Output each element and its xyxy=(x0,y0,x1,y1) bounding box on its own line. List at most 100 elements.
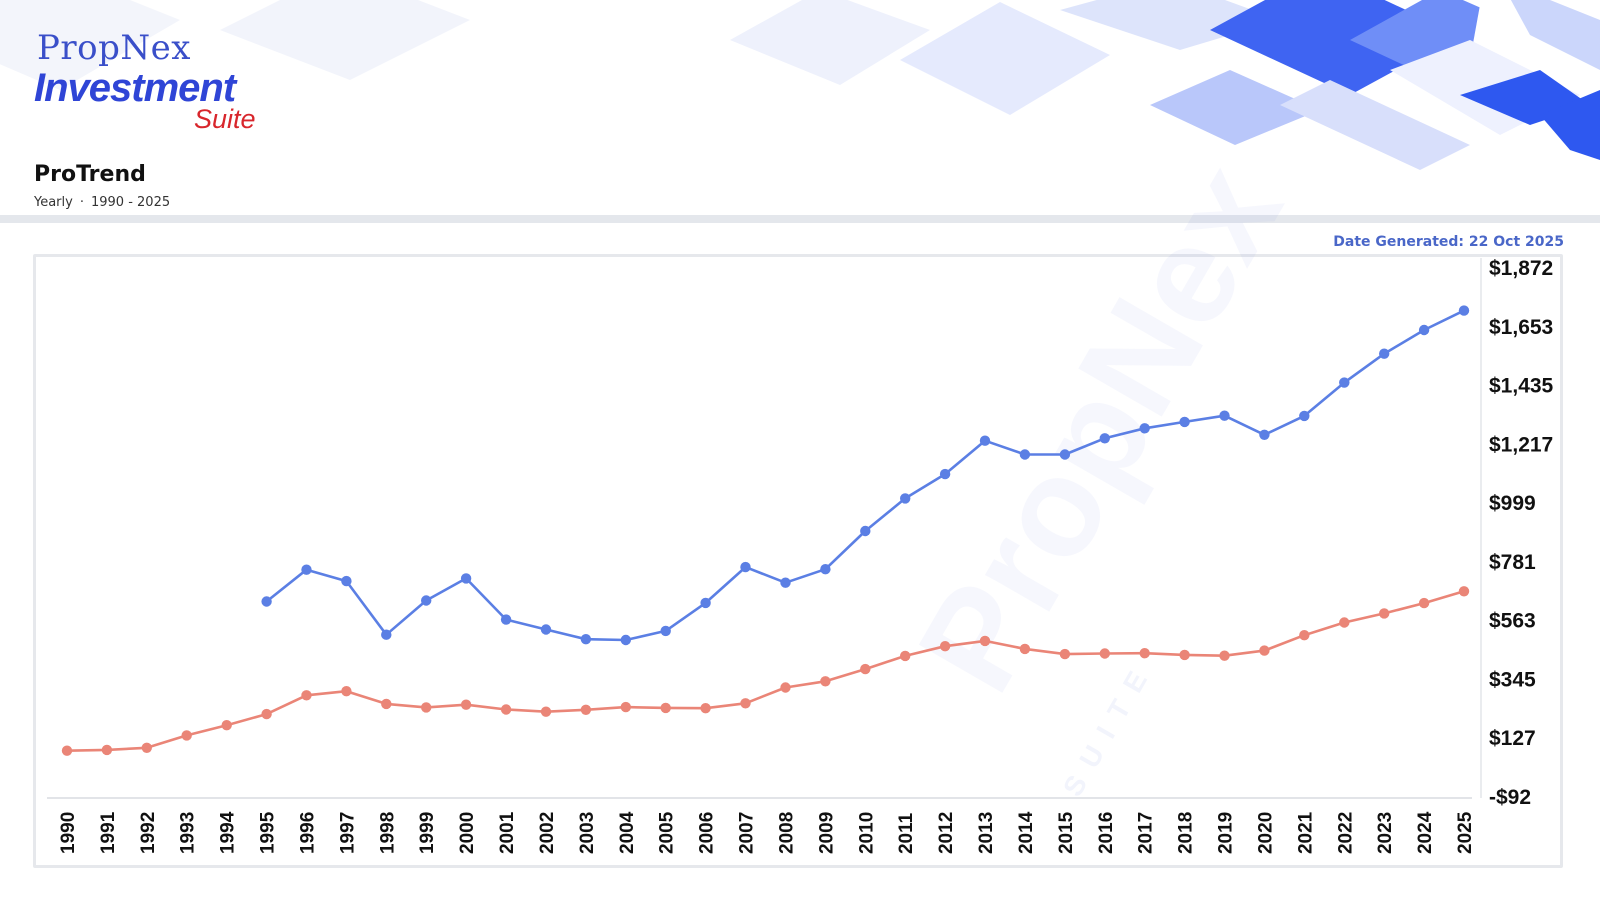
data-point-series-1[interactable] xyxy=(1139,423,1150,434)
data-point-series-1[interactable] xyxy=(700,597,711,609)
frequency-label: Yearly xyxy=(34,195,73,210)
data-point-series-1[interactable] xyxy=(620,634,631,646)
data-point-series-2[interactable] xyxy=(1019,643,1031,655)
page-title: ProTrend xyxy=(34,162,146,187)
data-point-series-1[interactable] xyxy=(900,493,911,504)
data-point-series-2[interactable] xyxy=(979,635,991,647)
x-tick-label: 1994 xyxy=(218,811,239,854)
data-point-series-1[interactable] xyxy=(1339,377,1350,388)
data-point-series-2[interactable] xyxy=(620,701,631,713)
y-tick-label: $563 xyxy=(1489,610,1536,633)
y-tick-label: $1,653 xyxy=(1489,316,1553,339)
data-point-series-2[interactable] xyxy=(900,650,911,662)
data-point-series-2[interactable] xyxy=(820,676,831,687)
y-tick-label: $127 xyxy=(1489,727,1536,750)
data-point-series-2[interactable] xyxy=(1139,648,1150,659)
x-tick-label: 2007 xyxy=(737,812,758,854)
x-tick-label: 2018 xyxy=(1176,812,1197,854)
series-line-1 xyxy=(265,309,1465,642)
data-point-series-1[interactable] xyxy=(1219,410,1230,421)
x-tick-label: 2009 xyxy=(816,812,837,854)
data-point-series-1[interactable] xyxy=(540,624,552,635)
data-point-series-2[interactable] xyxy=(780,682,791,693)
x-tick-label: 2011 xyxy=(896,812,917,854)
data-point-series-1[interactable] xyxy=(1019,449,1031,460)
x-tick-label: 2004 xyxy=(617,811,638,854)
x-tick-label: 2012 xyxy=(936,812,957,854)
subtitle-separator: · xyxy=(79,195,84,210)
header-divider xyxy=(0,215,1600,223)
data-point-series-2[interactable] xyxy=(61,745,73,756)
y-tick-label: $1,435 xyxy=(1489,375,1554,398)
x-tick-label: 2016 xyxy=(1096,812,1117,854)
data-point-series-1[interactable] xyxy=(740,561,751,573)
data-point-series-2[interactable] xyxy=(261,708,272,720)
data-point-series-2[interactable] xyxy=(141,742,152,753)
y-tick-label: $345 xyxy=(1489,668,1536,691)
data-point-series-1[interactable] xyxy=(1179,416,1190,428)
x-tick-label: 2010 xyxy=(856,812,877,854)
y-tick-label: $1,217 xyxy=(1489,433,1553,456)
data-point-series-2[interactable] xyxy=(1219,650,1230,661)
data-point-series-1[interactable] xyxy=(1458,305,1470,316)
x-tick-label: 2013 xyxy=(976,812,997,854)
data-point-series-2[interactable] xyxy=(341,686,352,697)
x-tick-label: 2000 xyxy=(457,812,478,854)
data-point-series-1[interactable] xyxy=(1379,348,1390,359)
date-generated-label: Date Generated: 22 Oct 2025 xyxy=(1333,234,1564,250)
data-point-series-2[interactable] xyxy=(1259,645,1270,656)
data-point-series-2[interactable] xyxy=(1059,648,1071,660)
data-point-series-1[interactable] xyxy=(780,577,791,588)
data-point-series-1[interactable] xyxy=(341,575,352,587)
data-point-series-1[interactable] xyxy=(1418,324,1430,336)
y-tick-label: $1,872 xyxy=(1489,257,1553,280)
x-tick-label: 2019 xyxy=(1216,812,1237,854)
data-point-series-1[interactable] xyxy=(421,595,432,606)
report-subtitle: Yearly · 1990 - 2025 xyxy=(34,195,170,210)
x-tick-label: 1993 xyxy=(178,812,199,854)
data-point-series-1[interactable] xyxy=(301,564,312,575)
data-point-series-1[interactable] xyxy=(1259,429,1270,440)
data-point-series-1[interactable] xyxy=(660,625,671,637)
data-point-series-2[interactable] xyxy=(1179,649,1190,661)
data-point-series-2[interactable] xyxy=(540,706,552,717)
data-point-series-2[interactable] xyxy=(460,699,472,710)
data-point-series-1[interactable] xyxy=(979,435,991,446)
data-point-series-2[interactable] xyxy=(381,698,392,710)
data-point-series-2[interactable] xyxy=(181,730,192,741)
data-point-series-2[interactable] xyxy=(939,641,951,652)
data-point-series-2[interactable] xyxy=(1299,630,1310,641)
data-point-series-2[interactable] xyxy=(1418,597,1430,609)
data-point-series-1[interactable] xyxy=(820,564,831,575)
suite-watermark: SUITE xyxy=(1057,654,1160,802)
data-point-series-1[interactable] xyxy=(580,634,592,645)
data-point-series-1[interactable] xyxy=(460,573,472,584)
data-point-series-2[interactable] xyxy=(421,702,432,713)
data-point-series-1[interactable] xyxy=(860,525,871,537)
data-point-series-2[interactable] xyxy=(740,698,751,709)
data-point-series-2[interactable] xyxy=(700,703,711,714)
logo-suite-text: Suite xyxy=(194,104,256,134)
data-point-series-2[interactable] xyxy=(500,704,512,715)
data-point-series-1[interactable] xyxy=(500,614,512,625)
data-point-series-2[interactable] xyxy=(301,690,312,701)
data-point-series-1[interactable] xyxy=(1299,410,1310,422)
data-point-series-2[interactable] xyxy=(1458,586,1470,597)
data-point-series-2[interactable] xyxy=(580,704,592,715)
data-point-series-2[interactable] xyxy=(1339,617,1350,628)
data-point-series-1[interactable] xyxy=(939,468,951,480)
data-point-series-2[interactable] xyxy=(1379,608,1390,619)
y-tick-label: $999 xyxy=(1489,492,1536,515)
data-point-series-1[interactable] xyxy=(261,596,272,607)
data-point-series-1[interactable] xyxy=(381,629,392,640)
data-point-series-2[interactable] xyxy=(660,702,671,714)
data-point-series-2[interactable] xyxy=(1099,648,1111,659)
data-point-series-2[interactable] xyxy=(221,720,232,731)
x-tick-label: 2020 xyxy=(1255,812,1276,854)
data-point-series-2[interactable] xyxy=(101,744,113,756)
data-point-series-1[interactable] xyxy=(1099,433,1111,444)
x-tick-label: 1997 xyxy=(337,812,358,854)
data-point-series-2[interactable] xyxy=(860,663,871,675)
data-point-series-1[interactable] xyxy=(1059,449,1071,460)
